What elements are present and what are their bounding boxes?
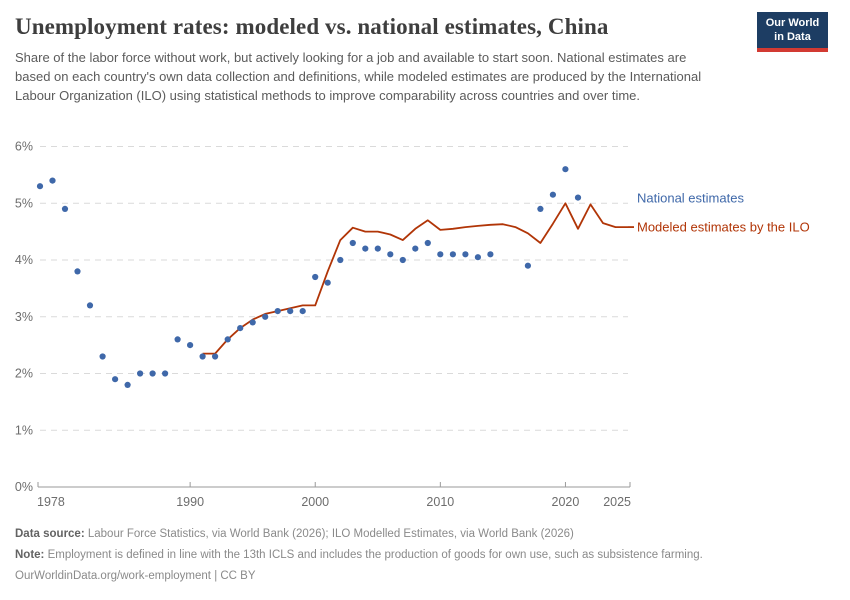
national-dot[interactable] [437, 251, 444, 258]
chart-subtitle: Share of the labor force without work, b… [15, 50, 702, 103]
y-tick-label: 6% [15, 140, 33, 154]
y-tick-label: 2% [15, 367, 33, 381]
national-dot[interactable] [61, 205, 69, 212]
data-source-line: Data source: Labour Force Statistics, vi… [15, 524, 835, 545]
national-dot[interactable] [574, 194, 582, 201]
national-dot[interactable] [362, 245, 369, 252]
owid-logo-line1: Our World [765, 17, 820, 29]
modeled-line[interactable] [202, 202, 628, 355]
national-dot[interactable] [199, 353, 206, 360]
national-dot[interactable] [387, 251, 394, 258]
national-dot[interactable] [412, 245, 419, 252]
national-dot[interactable] [212, 353, 219, 360]
data-source-text: Labour Force Statistics, via World Bank … [84, 528, 574, 540]
national-dot[interactable] [36, 183, 44, 190]
legend-national-estimates[interactable]: National estimates [637, 191, 744, 206]
national-dot[interactable] [124, 381, 131, 388]
page-title: Unemployment rates: modeled vs. national… [15, 14, 609, 39]
national-dot[interactable] [249, 319, 256, 326]
note-line: Note: Employment is defined in line with… [15, 545, 835, 566]
national-dot[interactable] [537, 205, 544, 212]
x-tick-label: 2000 [301, 495, 329, 509]
national-dot[interactable] [74, 268, 81, 275]
national-dot[interactable] [474, 254, 481, 261]
legend-modeled-estimates[interactable]: Modeled estimates by the ILO [637, 219, 810, 234]
owid-logo-line2: in Data [774, 30, 811, 43]
national-dot[interactable] [549, 191, 557, 198]
x-tick-label: 2025 [603, 495, 631, 509]
national-dot[interactable] [274, 308, 281, 315]
national-dot[interactable] [424, 239, 431, 247]
x-tick-label: 2010 [426, 495, 454, 509]
national-dot[interactable] [287, 308, 294, 315]
national-dot[interactable] [162, 370, 169, 377]
national-dot[interactable] [374, 245, 381, 252]
y-tick-label: 3% [15, 310, 33, 324]
note-text: Employment is defined in line with the 1… [44, 549, 703, 561]
national-dot[interactable] [299, 308, 306, 315]
chart-footer: Data source: Labour Force Statistics, vi… [15, 524, 835, 587]
national-dot[interactable] [324, 279, 331, 286]
national-dot[interactable] [137, 370, 144, 377]
x-tick-label: 2020 [552, 495, 580, 509]
national-dot[interactable] [462, 251, 469, 258]
chart-header: Unemployment rates: modeled vs. national… [15, 12, 835, 106]
national-dot[interactable] [49, 177, 56, 184]
national-dot[interactable] [237, 325, 244, 332]
y-tick-label: 0% [15, 480, 33, 494]
owid-logo: Our World in Data [757, 12, 828, 52]
y-tick-label: 5% [15, 196, 33, 210]
national-dot[interactable] [399, 256, 406, 264]
national-dot[interactable] [224, 336, 231, 343]
national-dot[interactable] [487, 251, 494, 258]
national-dot[interactable] [99, 353, 106, 360]
x-tick-label: 1978 [37, 495, 65, 509]
national-dot[interactable] [86, 302, 94, 309]
x-tick-label: 1990 [176, 495, 204, 509]
national-dot[interactable] [262, 313, 269, 320]
data-source-label: Data source: [15, 528, 85, 540]
national-dot[interactable] [449, 251, 456, 258]
national-dot[interactable] [349, 239, 356, 247]
y-tick-label: 4% [15, 253, 33, 267]
national-dot[interactable] [174, 336, 181, 343]
note-label: Note: [15, 549, 45, 561]
national-dot[interactable] [337, 256, 344, 264]
national-dot[interactable] [187, 342, 194, 349]
national-dot[interactable] [524, 262, 532, 269]
national-dot[interactable] [562, 166, 569, 173]
national-dot[interactable] [312, 273, 319, 281]
national-dot[interactable] [112, 376, 119, 383]
cc-line: OurWorldinData.org/work-employment | CC … [15, 570, 256, 582]
national-dot[interactable] [149, 370, 156, 377]
y-tick-label: 1% [15, 423, 33, 437]
